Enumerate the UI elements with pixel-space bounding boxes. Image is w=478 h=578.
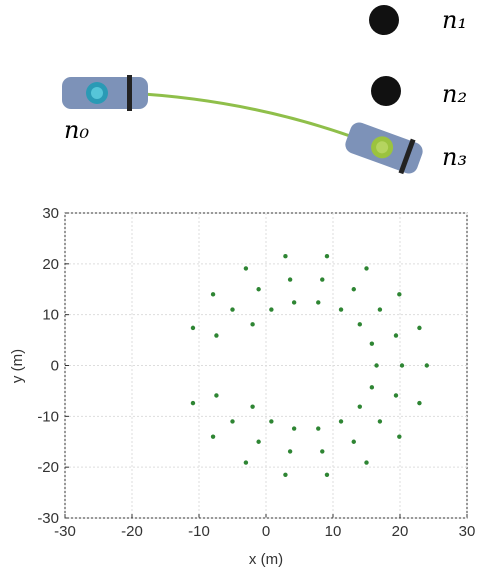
- x-axis-label: x (m): [249, 551, 283, 568]
- node-label: n₃: [442, 143, 467, 171]
- point: [377, 307, 383, 312]
- point: [250, 404, 255, 409]
- point: [324, 472, 330, 477]
- point: [369, 385, 375, 390]
- point: [210, 292, 216, 297]
- x-tick-label: -30: [54, 523, 76, 540]
- point: [250, 322, 255, 327]
- point: [269, 419, 274, 424]
- point: [190, 325, 196, 331]
- point: [190, 400, 196, 406]
- point: [230, 419, 235, 424]
- point: [316, 426, 321, 431]
- point: [377, 419, 383, 424]
- point: [283, 254, 288, 259]
- node-label: n₀: [64, 116, 89, 144]
- diagram: n₁ n₂ n₀ n₃: [62, 5, 467, 175]
- point: [351, 287, 356, 292]
- point: [283, 472, 288, 477]
- point: [291, 426, 297, 431]
- node-dot: [371, 76, 401, 106]
- y-tick-label: 30: [42, 205, 59, 222]
- x-tick-label: 20: [392, 523, 409, 540]
- point: [214, 333, 219, 338]
- y-tick-label: -10: [37, 408, 59, 425]
- point: [338, 419, 344, 424]
- x-tick-label: -20: [121, 523, 143, 540]
- node-dot: [369, 5, 399, 35]
- point: [256, 287, 261, 292]
- y-tick-label: -20: [37, 459, 59, 476]
- point: [243, 266, 249, 271]
- point: [316, 300, 321, 305]
- point: [397, 292, 402, 297]
- point: [417, 400, 422, 406]
- x-tick-label: 10: [325, 523, 342, 540]
- point: [364, 266, 369, 271]
- point: [369, 341, 375, 346]
- y-axis-label: y (m): [9, 349, 26, 383]
- x-tick-label: 0: [262, 523, 270, 540]
- point: [214, 393, 219, 398]
- point: [230, 307, 235, 312]
- y-tick-label: 0: [51, 358, 59, 375]
- point: [357, 404, 362, 409]
- point: [393, 333, 399, 338]
- point: [399, 363, 405, 368]
- node-label: n₁: [442, 6, 467, 34]
- point: [269, 307, 274, 312]
- car: [345, 122, 423, 175]
- point: [374, 363, 379, 368]
- y-tick-label: -30: [37, 510, 59, 527]
- point: [393, 393, 399, 398]
- car: [62, 75, 148, 111]
- node-label: n₂: [442, 80, 467, 108]
- point: [417, 325, 422, 331]
- point: [424, 363, 429, 368]
- point: [287, 449, 293, 454]
- point: [320, 277, 325, 282]
- point: [357, 322, 362, 327]
- point: [351, 439, 356, 444]
- point: [397, 434, 402, 439]
- y-tick-label: 10: [42, 307, 59, 324]
- point: [256, 439, 261, 444]
- x-tick-label: -10: [188, 523, 210, 540]
- point: [320, 449, 325, 454]
- point: [364, 460, 369, 465]
- y-tick-label: 20: [42, 256, 59, 273]
- point: [338, 307, 344, 312]
- point: [324, 254, 330, 259]
- x-tick-label: 30: [459, 523, 476, 540]
- point: [243, 460, 249, 465]
- point: [291, 300, 297, 305]
- point: [287, 277, 293, 282]
- point: [210, 434, 216, 439]
